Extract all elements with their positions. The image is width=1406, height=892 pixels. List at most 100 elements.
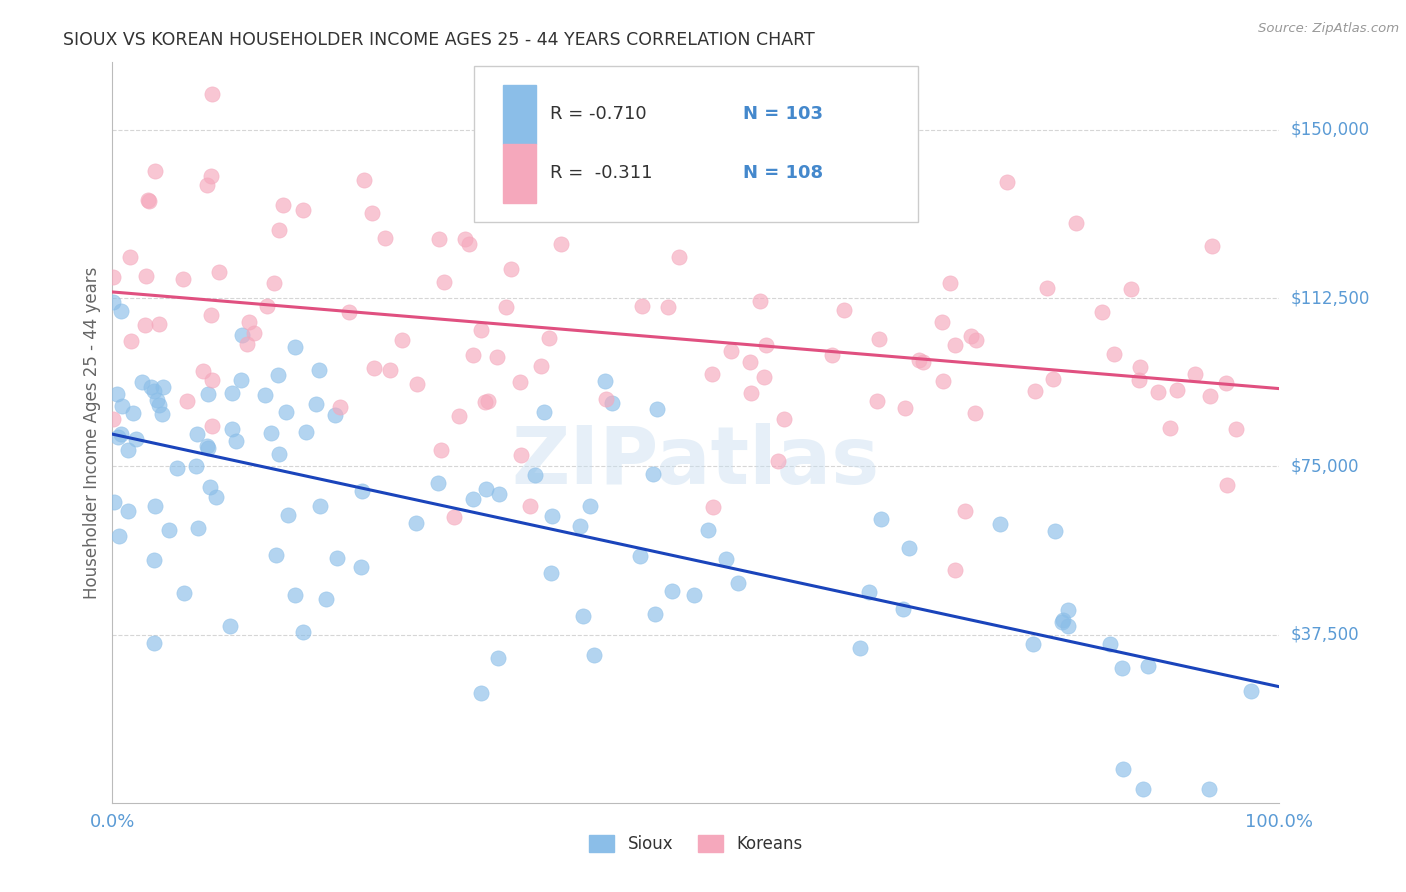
Point [509,375,531,389]
Point [1198,782,1220,797]
Point [463,492,485,507]
Point [225,434,247,448]
Point [254,388,277,402]
Point [939,276,962,290]
Point [122,406,145,420]
Point [117,504,139,518]
Point [243,326,266,340]
Point [263,276,285,290]
Point [773,411,796,425]
Point [488,487,510,501]
Point [173,586,195,600]
Point [683,588,706,602]
Point [198,480,221,494]
Point [1159,421,1181,435]
Point [943,563,966,577]
Point [628,549,651,563]
Text: $150,000: $150,000 [1291,120,1369,139]
Point [1198,389,1220,403]
Point [447,409,470,423]
Point [166,460,188,475]
Point [284,588,307,602]
Point [201,373,224,387]
Point [284,341,307,355]
Point [1024,384,1046,398]
Point [256,299,278,313]
Point [157,523,180,537]
Point [145,164,167,178]
Point [1064,216,1087,230]
Point [541,508,564,523]
Point [197,441,219,455]
Point [1184,368,1206,382]
Point [894,401,917,415]
Point [291,202,314,217]
Point [143,499,166,513]
Point [477,394,499,409]
Point [661,583,683,598]
Point [1119,282,1142,296]
Point [152,380,174,394]
Point [135,268,157,283]
Point [352,483,374,498]
Point [350,559,373,574]
Point [727,575,749,590]
Point [231,374,253,388]
Text: Source: ZipAtlas.com: Source: ZipAtlas.com [1258,22,1399,36]
Point [849,640,872,655]
Point [461,348,484,362]
Point [1216,478,1239,492]
Point [184,458,207,473]
Point [631,300,654,314]
Point [134,318,156,332]
Point [602,396,624,410]
Point [1091,304,1114,318]
Point [186,427,208,442]
Point [1111,762,1133,776]
Point [752,370,775,384]
Point [125,433,148,447]
Point [891,602,914,616]
Point [870,512,893,526]
Point [305,397,328,411]
Point [578,499,600,513]
Point [274,405,297,419]
FancyBboxPatch shape [503,144,536,203]
Point [1111,660,1133,674]
Point [176,394,198,409]
Point [965,334,987,348]
Point [363,361,385,376]
Point [118,250,141,264]
Point [1056,618,1078,632]
Point [595,375,617,389]
Point [1129,360,1152,375]
Point [748,293,770,308]
Point [768,454,790,468]
Point [267,368,290,383]
Point [1215,376,1237,390]
Point [426,476,449,491]
Point [150,407,173,421]
Point [148,398,170,412]
Point [595,392,617,407]
Point [195,178,218,192]
Point [821,348,844,362]
Point [668,250,690,264]
Point [309,499,332,513]
Point [108,529,131,543]
Point [486,350,509,364]
Point [740,386,762,401]
Point [1050,615,1073,630]
Point [142,636,165,650]
Point [1240,684,1263,698]
Point [697,523,720,537]
Point [1102,347,1125,361]
Text: ZIPatlas: ZIPatlas [512,423,880,501]
Point [101,270,124,285]
Point [530,359,553,373]
Point [101,295,124,310]
Point [323,408,346,422]
Point [510,449,533,463]
Point [1166,383,1188,397]
Text: N = 103: N = 103 [742,105,823,123]
